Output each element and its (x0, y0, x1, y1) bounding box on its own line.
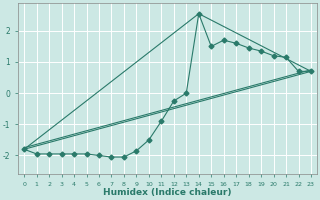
X-axis label: Humidex (Indice chaleur): Humidex (Indice chaleur) (103, 188, 232, 197)
